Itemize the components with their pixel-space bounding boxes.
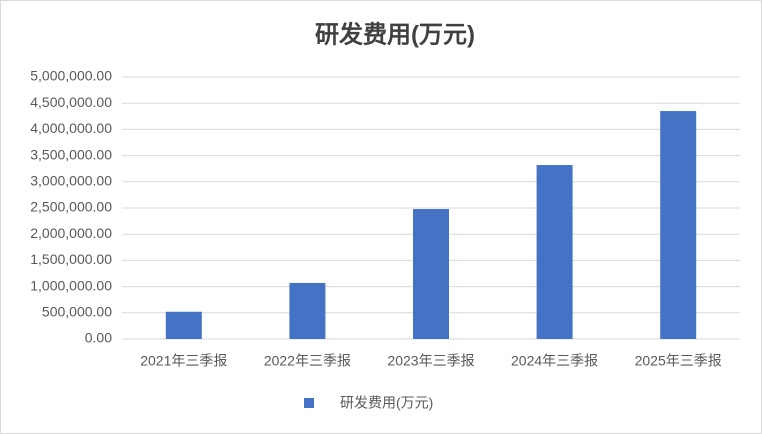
x-tick-label: 2023年三季报: [387, 353, 474, 369]
legend-label: 研发费用(万元): [340, 395, 433, 411]
y-tick-label: 2,000,000.00: [30, 225, 112, 241]
y-tick-label: 4,000,000.00: [30, 120, 112, 136]
y-tick-label: 1,000,000.00: [30, 277, 112, 293]
y-tick-label: 1,500,000.00: [30, 251, 112, 267]
y-tick-label: 4,500,000.00: [30, 94, 112, 110]
y-tick-label: 5,000,000.00: [30, 68, 112, 84]
x-tick-label: 2022年三季报: [264, 353, 351, 369]
y-tick-label: 3,500,000.00: [30, 146, 112, 162]
bar: [660, 111, 697, 339]
y-tick-label: 2,500,000.00: [30, 199, 112, 215]
bar: [289, 282, 326, 339]
x-tick-label: 2021年三季报: [140, 353, 227, 369]
x-tick-label: 2025年三季报: [635, 353, 722, 369]
chart-title: 研发费用(万元): [315, 20, 475, 48]
bar: [413, 209, 449, 339]
bar: [165, 311, 202, 339]
legend-swatch: [304, 398, 314, 408]
y-tick-label: 500,000.00: [42, 304, 112, 320]
y-tick-label: 0.00: [85, 330, 112, 346]
y-tick-label: 3,000,000.00: [30, 173, 112, 189]
bar: [536, 165, 573, 339]
x-tick-label: 2024年三季报: [511, 353, 598, 369]
